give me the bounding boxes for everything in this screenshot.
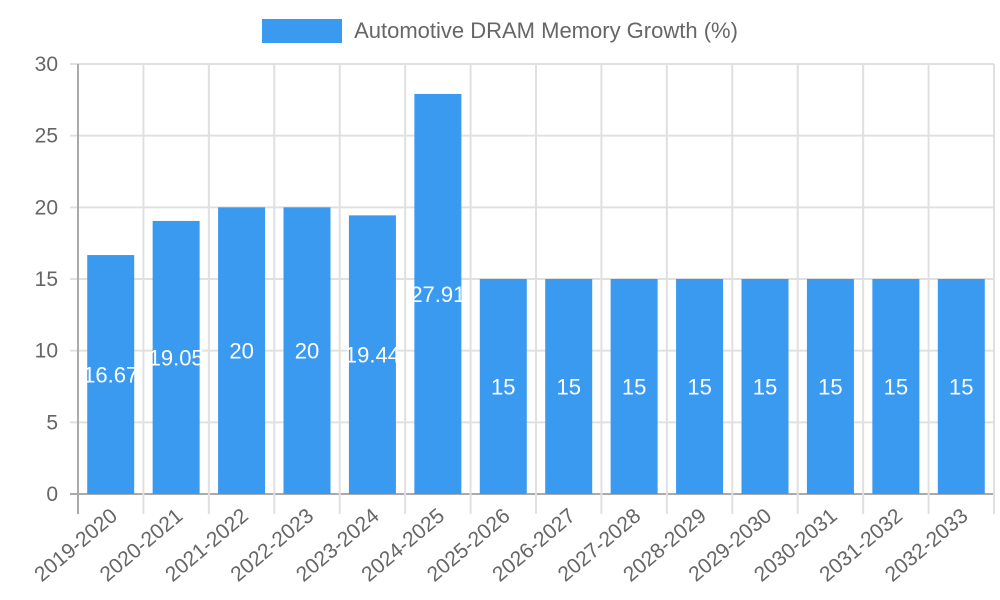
bar-value-label: 15 bbox=[753, 375, 777, 400]
bar[interactable] bbox=[741, 279, 789, 494]
bar[interactable] bbox=[283, 207, 331, 495]
bar-value-label: 19.44 bbox=[345, 343, 400, 368]
y-tick-label: 15 bbox=[35, 268, 58, 291]
bar[interactable] bbox=[414, 93, 462, 494]
bar[interactable] bbox=[937, 279, 985, 494]
bar-value-label: 19.05 bbox=[149, 345, 204, 370]
legend-label: Automotive DRAM Memory Growth (%) bbox=[354, 18, 738, 43]
bar-value-label: 15 bbox=[556, 375, 580, 400]
bar[interactable] bbox=[676, 279, 724, 494]
bar-value-label: 15 bbox=[622, 375, 646, 400]
bar[interactable] bbox=[479, 279, 527, 494]
bar[interactable] bbox=[545, 279, 593, 494]
y-tick-label: 20 bbox=[35, 196, 58, 219]
y-tick-label: 5 bbox=[46, 411, 58, 434]
bars: 16.67 19.05 20 20 19.44 27.91 15 15 15 15 15 15 15 15 bbox=[83, 93, 985, 495]
chart-legend: Automotive DRAM Memory Growth (%) bbox=[0, 18, 1000, 44]
bar-value-label: 15 bbox=[491, 375, 515, 400]
bar[interactable] bbox=[806, 279, 854, 494]
bar[interactable] bbox=[87, 255, 135, 494]
bar[interactable] bbox=[872, 279, 920, 494]
bar-value-label: 20 bbox=[229, 339, 253, 364]
bar[interactable] bbox=[218, 207, 266, 495]
bar-value-label: 20 bbox=[295, 339, 319, 364]
bar-value-label: 15 bbox=[687, 375, 711, 400]
legend-swatch[interactable] bbox=[262, 19, 343, 43]
bar-value-label: 16.67 bbox=[83, 363, 138, 388]
x-tick-labels: 2019-20202020-20212021-20222022-20232023… bbox=[30, 504, 972, 586]
y-tick-label: 30 bbox=[35, 53, 58, 76]
bar-value-label: 15 bbox=[949, 375, 973, 400]
bar[interactable] bbox=[152, 220, 200, 494]
bar-value-label: 15 bbox=[818, 375, 842, 400]
y-tick-label: 0 bbox=[46, 483, 58, 506]
bar[interactable] bbox=[610, 279, 658, 494]
y-tick-label: 10 bbox=[35, 340, 58, 363]
bar[interactable] bbox=[348, 215, 396, 495]
bar-value-label: 27.91 bbox=[410, 282, 465, 307]
y-tick-label: 25 bbox=[35, 125, 58, 148]
grid-lines: 0 5 10 15 20 25 30 bbox=[35, 53, 995, 514]
bar-value-label: 15 bbox=[884, 375, 908, 400]
